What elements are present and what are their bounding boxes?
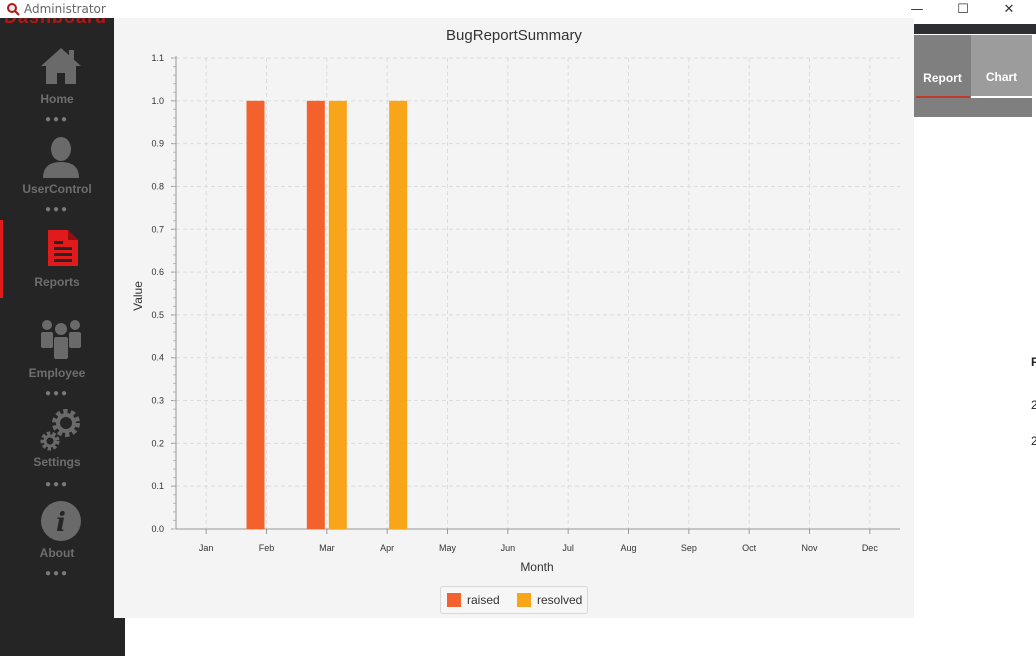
y-tick-label: 0.1 — [151, 481, 164, 491]
bar-chart: BugReportSummary Value Month 0.00.10.20.… — [131, 27, 900, 574]
x-tick-label: Nov — [801, 543, 818, 553]
separator-dots: ●●● — [44, 479, 70, 490]
toolbar-strip — [914, 24, 1036, 34]
y-tick-label: 1.0 — [151, 96, 164, 106]
x-tick-label: Oct — [742, 543, 757, 553]
sidebar-item-settings[interactable]: Settings ●●● — [0, 407, 114, 493]
y-tick-label: 0.5 — [151, 310, 164, 320]
info-icon: i — [41, 501, 81, 541]
tab-indicator-chart — [971, 96, 1032, 98]
x-tick-label: May — [439, 543, 457, 553]
chart-grid — [176, 57, 900, 530]
maximize-button[interactable]: ☐ — [957, 1, 969, 17]
right-panel — [914, 18, 1036, 656]
separator-dots: ●●● — [44, 114, 70, 125]
window-title: Administrator — [24, 2, 106, 16]
x-tick-label: Aug — [620, 543, 636, 553]
tab-report[interactable]: Report — [914, 35, 971, 97]
employees-icon — [41, 320, 81, 359]
chart-title: BugReportSummary — [446, 27, 582, 44]
chart-axes: 0.0 0.1 0.2 0.3 0.4 0.5 0.6 0.7 0.8 0.9 1.0 1.1 Jan F… — [151, 53, 900, 553]
bar-raised-feb — [246, 100, 265, 530]
y-tick-label: 0.4 — [151, 353, 164, 363]
sidebar-item-usercontrol[interactable]: UserControl ●●● — [0, 136, 114, 220]
sidebar-item-label: Home — [40, 92, 74, 106]
x-axis-label: Month — [520, 560, 553, 574]
separator-dots: ●●● — [44, 568, 70, 579]
legend-label-resolved: resolved — [537, 593, 583, 607]
sidebar-item-label: UserControl — [22, 182, 92, 196]
home-icon — [41, 48, 81, 84]
svg-text:i: i — [56, 508, 66, 538]
y-axis-label: Value — [131, 281, 145, 311]
tab-chart[interactable]: Chart — [971, 35, 1032, 97]
tab-indicator-report — [916, 96, 970, 98]
sidebar-item-about[interactable]: i About ●●● — [0, 500, 114, 584]
x-tick-label: Feb — [259, 543, 275, 553]
legend-swatch-resolved — [517, 593, 531, 607]
legend-swatch-raised — [447, 593, 461, 607]
y-tick-label: 0.8 — [151, 181, 164, 191]
sidebar-item-label: Reports — [34, 275, 80, 289]
separator-dots: ●●● — [44, 204, 70, 215]
close-button[interactable]: ✕ — [1003, 1, 1015, 17]
sidebar-footer — [114, 618, 125, 656]
minimize-button[interactable]: — — [910, 1, 924, 17]
separator-dots: ●●● — [44, 388, 70, 399]
chart-bars — [246, 100, 408, 530]
bar-resolved-apr — [389, 100, 408, 530]
clipped-text: F — [1031, 355, 1036, 369]
app-icon — [7, 3, 20, 16]
window-titlebar: Administrator — ☐ ✕ — [0, 0, 1036, 18]
clipped-text: 2 — [1031, 434, 1036, 448]
legend-label-raised: raised — [467, 593, 500, 607]
sidebar-item-label: About — [39, 546, 75, 560]
y-tick-label: 0.2 — [151, 438, 164, 448]
x-tick-label: Jul — [562, 543, 574, 553]
y-tick-label: 0.0 — [151, 524, 164, 534]
y-tick-label: 0.3 — [151, 396, 164, 406]
sidebar-item-employee[interactable]: Employee ●●● — [0, 318, 114, 402]
sidebar-item-reports[interactable]: Reports — [0, 228, 114, 294]
x-tick-label: Jan — [199, 543, 214, 553]
user-icon — [43, 137, 79, 178]
report-icon — [48, 230, 78, 266]
bar-resolved-mar — [328, 100, 347, 530]
y-tick-label: 0.6 — [151, 267, 164, 277]
x-tick-label: Sep — [681, 543, 697, 553]
y-tick-label: 0.7 — [151, 224, 164, 234]
y-tick-label: 1.1 — [151, 53, 164, 63]
bar-raised-mar — [306, 100, 325, 530]
active-indicator — [0, 220, 3, 298]
gears-icon — [40, 409, 80, 451]
x-tick-label: Mar — [319, 543, 335, 553]
x-tick-label: Apr — [380, 543, 394, 553]
brand-logo: Dashboard — [0, 18, 114, 26]
x-tick-label: Jun — [501, 543, 516, 553]
chart-legend: raised resolved — [440, 586, 588, 614]
tab-label: Report — [923, 71, 962, 85]
sidebar-item-label: Settings — [33, 455, 81, 469]
y-tick-label: 0.9 — [151, 139, 164, 149]
clipped-text: 2 — [1031, 398, 1036, 412]
sidebar-item-home[interactable]: Home ●●● — [0, 46, 114, 130]
x-tick-label: Dec — [862, 543, 879, 553]
sidebar-item-label: Employee — [28, 366, 86, 380]
tab-label: Chart — [985, 70, 1018, 84]
